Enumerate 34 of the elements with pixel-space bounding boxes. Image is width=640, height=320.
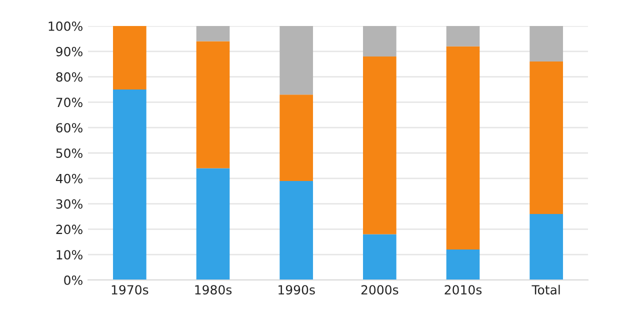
bar xyxy=(530,214,563,280)
bar xyxy=(280,180,313,280)
y-tick-label: 70% xyxy=(56,98,82,108)
bar xyxy=(363,234,396,280)
bar xyxy=(363,56,396,234)
x-tick-label: 1990s xyxy=(278,285,315,295)
y-tick-label: 80% xyxy=(56,72,82,82)
x-tick-label: 1980s xyxy=(195,285,232,295)
y-tick-label: 20% xyxy=(56,224,82,234)
x-tick-label: 1970s xyxy=(112,285,148,295)
bar xyxy=(196,26,230,42)
x-tick-label: 2000s xyxy=(361,285,398,295)
y-tick-label: 60% xyxy=(56,123,82,133)
bar xyxy=(446,26,480,46)
bar xyxy=(113,26,146,90)
bar xyxy=(363,26,396,56)
x-tick-label: Total xyxy=(532,284,560,295)
bar xyxy=(446,46,480,250)
bar xyxy=(530,26,563,62)
bar xyxy=(196,168,230,280)
bar xyxy=(113,90,146,280)
y-tick-label: 0% xyxy=(64,275,82,285)
bar xyxy=(280,94,313,181)
bar xyxy=(530,62,563,214)
y-tick-label: 10% xyxy=(56,250,82,260)
bar xyxy=(280,26,313,95)
y-tick-label: 50% xyxy=(56,148,82,158)
bar xyxy=(446,250,480,280)
y-tick-label: 90% xyxy=(56,46,82,56)
y-tick-label: 100% xyxy=(48,21,82,31)
bar xyxy=(196,41,230,168)
y-tick-label: 40% xyxy=(56,174,82,184)
x-tick-label: 2010s xyxy=(444,285,482,295)
y-tick-label: 30% xyxy=(56,199,82,209)
